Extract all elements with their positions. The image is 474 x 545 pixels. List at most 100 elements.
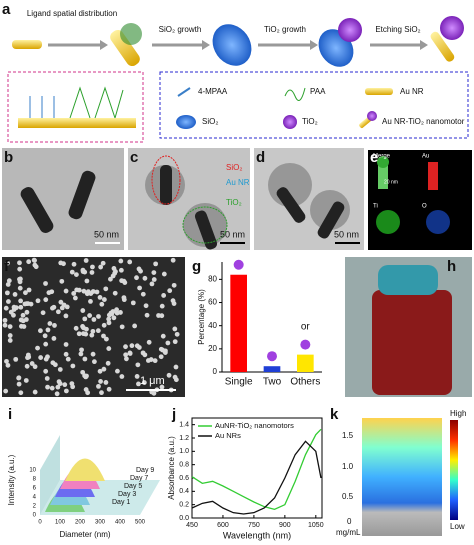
panel-label: c	[130, 149, 138, 166]
particle	[95, 328, 101, 334]
panel-label: b	[4, 149, 13, 166]
y-tick-label: 6	[33, 486, 37, 492]
particle	[91, 317, 97, 322]
particle	[24, 309, 30, 315]
particle	[61, 302, 67, 308]
particle	[111, 266, 117, 271]
icon	[233, 259, 244, 270]
x-tick-label: Two	[263, 377, 282, 388]
particle	[43, 297, 49, 303]
panel-label: a	[2, 1, 11, 18]
particle	[3, 305, 9, 311]
legend-label: Au NR-TiO₂ nanomotor	[382, 117, 465, 126]
panel-label: j	[171, 406, 176, 423]
y-tick-label: 1.0	[179, 448, 189, 455]
particle	[43, 341, 49, 347]
x-tick-label: 400	[115, 520, 126, 526]
step-label: TiO₂ growth	[264, 25, 306, 34]
legend-label: TiO₂	[302, 117, 318, 126]
particle	[144, 312, 150, 318]
particle	[159, 303, 165, 309]
particle	[84, 291, 90, 297]
particle	[69, 269, 75, 275]
particle	[112, 290, 118, 296]
particle	[29, 361, 35, 366]
particle	[124, 356, 129, 362]
particle	[98, 264, 104, 270]
particle	[54, 391, 60, 397]
decor	[177, 87, 191, 97]
particle	[110, 309, 116, 314]
particle	[65, 356, 71, 362]
particle	[81, 331, 86, 337]
y-tick-label: 4	[33, 495, 37, 501]
particle	[63, 342, 69, 347]
particle	[23, 378, 29, 383]
particle	[123, 352, 129, 358]
particle	[24, 363, 30, 369]
particle	[46, 290, 52, 296]
concentration-label: 0.5	[342, 492, 354, 501]
particle	[97, 294, 103, 300]
y-tick-label: 1.2	[179, 435, 189, 442]
particle	[70, 363, 76, 369]
decor	[100, 40, 108, 50]
x-tick-label: 300	[95, 520, 106, 526]
particle	[101, 366, 107, 372]
particle	[166, 372, 172, 378]
particle	[98, 379, 103, 384]
particle	[122, 280, 128, 285]
particle	[158, 354, 164, 360]
legend-label: 4-MPAA	[198, 87, 228, 96]
particle	[134, 374, 140, 379]
particle	[136, 381, 141, 387]
legend-label: AuNR-TiO₂ nanomotors	[215, 421, 294, 430]
particle	[114, 310, 120, 316]
particle	[59, 278, 65, 284]
icon	[267, 351, 277, 362]
particle	[106, 320, 112, 326]
particle	[140, 350, 146, 356]
particle	[170, 298, 176, 304]
particle	[43, 281, 48, 286]
particle	[5, 260, 10, 266]
particle	[16, 375, 22, 381]
particle	[2, 322, 8, 328]
decor	[176, 115, 196, 129]
particle	[88, 298, 93, 304]
particle	[78, 351, 84, 357]
particle	[62, 382, 68, 388]
particle	[63, 288, 69, 294]
particle	[71, 291, 77, 296]
particle	[81, 288, 87, 294]
particle	[17, 285, 23, 291]
scheme	[7, 16, 469, 143]
particle	[18, 390, 24, 396]
particle	[43, 368, 49, 374]
y-tick-label: 40	[208, 321, 217, 330]
particle	[52, 323, 57, 328]
decor	[310, 40, 318, 50]
scale-bar-label: 1 μm	[140, 375, 165, 387]
particle	[18, 298, 24, 304]
decor	[212, 24, 252, 66]
series-label: Day 7	[130, 475, 148, 482]
particle	[162, 350, 168, 355]
particle	[51, 336, 57, 341]
x-tick-label: Single	[225, 377, 253, 388]
scale-bar-label: 50 nm	[220, 229, 245, 239]
particle	[156, 313, 161, 318]
particle	[170, 257, 176, 263]
decor	[151, 155, 181, 205]
particle	[115, 368, 120, 374]
map-label: Merge	[373, 154, 391, 160]
particle	[38, 355, 44, 360]
particle	[45, 384, 50, 390]
particle	[49, 385, 55, 391]
panel-label: g	[192, 258, 201, 275]
concentration-label: 1.5	[342, 431, 354, 440]
bar	[297, 354, 314, 372]
bar	[230, 274, 247, 372]
decor	[420, 40, 428, 50]
particle	[55, 309, 61, 315]
